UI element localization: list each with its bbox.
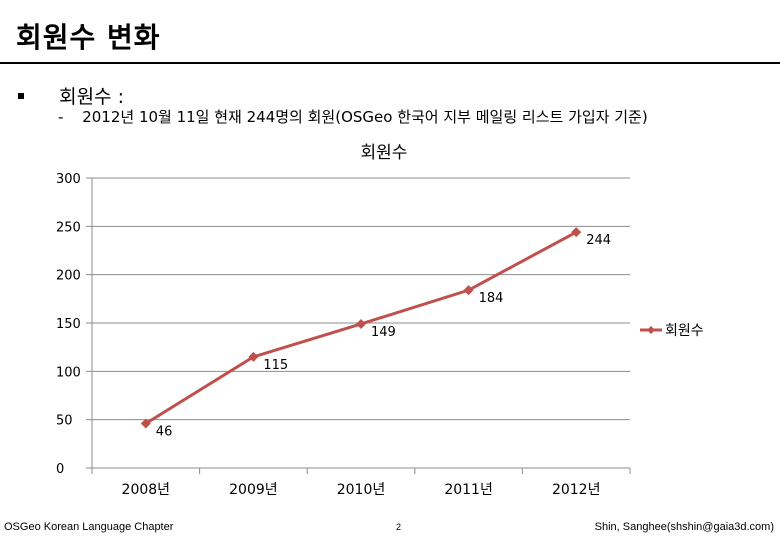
y-axis-ticks: 0 50 100 150 200 250 300 xyxy=(56,172,81,477)
y-tick-label: 150 xyxy=(56,317,81,332)
y-tick-label: 300 xyxy=(56,172,81,187)
legend-marker-icon xyxy=(647,326,655,334)
slide-title: 회원수 변화 xyxy=(16,21,161,54)
sub-bullet-item: - 2012년 10월 11일 현재 244명의 회원(OSGeo 한국어 지부… xyxy=(58,106,648,127)
data-label: 184 xyxy=(479,291,504,306)
bullet-text: 회원수 : xyxy=(59,86,124,108)
x-tick-label: 2012년 xyxy=(552,482,601,498)
data-label: 149 xyxy=(371,325,396,340)
data-label: 115 xyxy=(263,358,288,373)
data-label: 46 xyxy=(156,425,173,440)
chart-container: 회원수 0 50 100 150 200 250 300 2008년 2009년 2010년 20… xyxy=(0,130,780,510)
page-number: 2 xyxy=(396,522,402,532)
legend-label: 회원수 xyxy=(665,323,704,339)
footer-author: Shin, Sanghee(shshin@gaia3d.com) xyxy=(594,521,774,533)
y-tick-label: 100 xyxy=(56,365,81,380)
footer-organization: OSGeo Korean Language Chapter xyxy=(4,521,174,533)
bullet-item: 회원수 : xyxy=(18,82,124,109)
chart-legend: 회원수 xyxy=(640,323,704,339)
x-tick-label: 2009년 xyxy=(229,482,278,498)
data-label: 244 xyxy=(586,233,611,248)
series-layer: 46 115 149 184 244 xyxy=(140,227,611,440)
y-tick-label: 0 xyxy=(56,462,64,477)
x-tick-label: 2011년 xyxy=(444,482,493,498)
square-bullet-icon xyxy=(18,92,24,99)
title-divider xyxy=(0,62,780,64)
data-point-marker xyxy=(140,418,151,429)
y-tick-label: 50 xyxy=(56,414,73,429)
x-axis-ticks: 2008년 2009년 2010년 2011년 2012년 xyxy=(91,468,631,498)
data-point-marker xyxy=(571,227,582,238)
gridlines xyxy=(86,177,630,469)
data-point-marker xyxy=(248,351,259,362)
sub-bullet-text: 2012년 10월 11일 현재 244명의 회원(OSGeo 한국어 지부 메… xyxy=(82,108,648,126)
x-tick-label: 2008년 xyxy=(122,482,171,498)
x-tick-label: 2010년 xyxy=(337,482,386,498)
y-tick-label: 200 xyxy=(56,269,81,284)
dash-marker: - xyxy=(58,108,64,126)
data-point-marker xyxy=(463,285,474,296)
chart-title: 회원수 xyxy=(361,143,408,163)
y-tick-label: 250 xyxy=(56,220,81,235)
data-point-marker xyxy=(356,318,366,329)
